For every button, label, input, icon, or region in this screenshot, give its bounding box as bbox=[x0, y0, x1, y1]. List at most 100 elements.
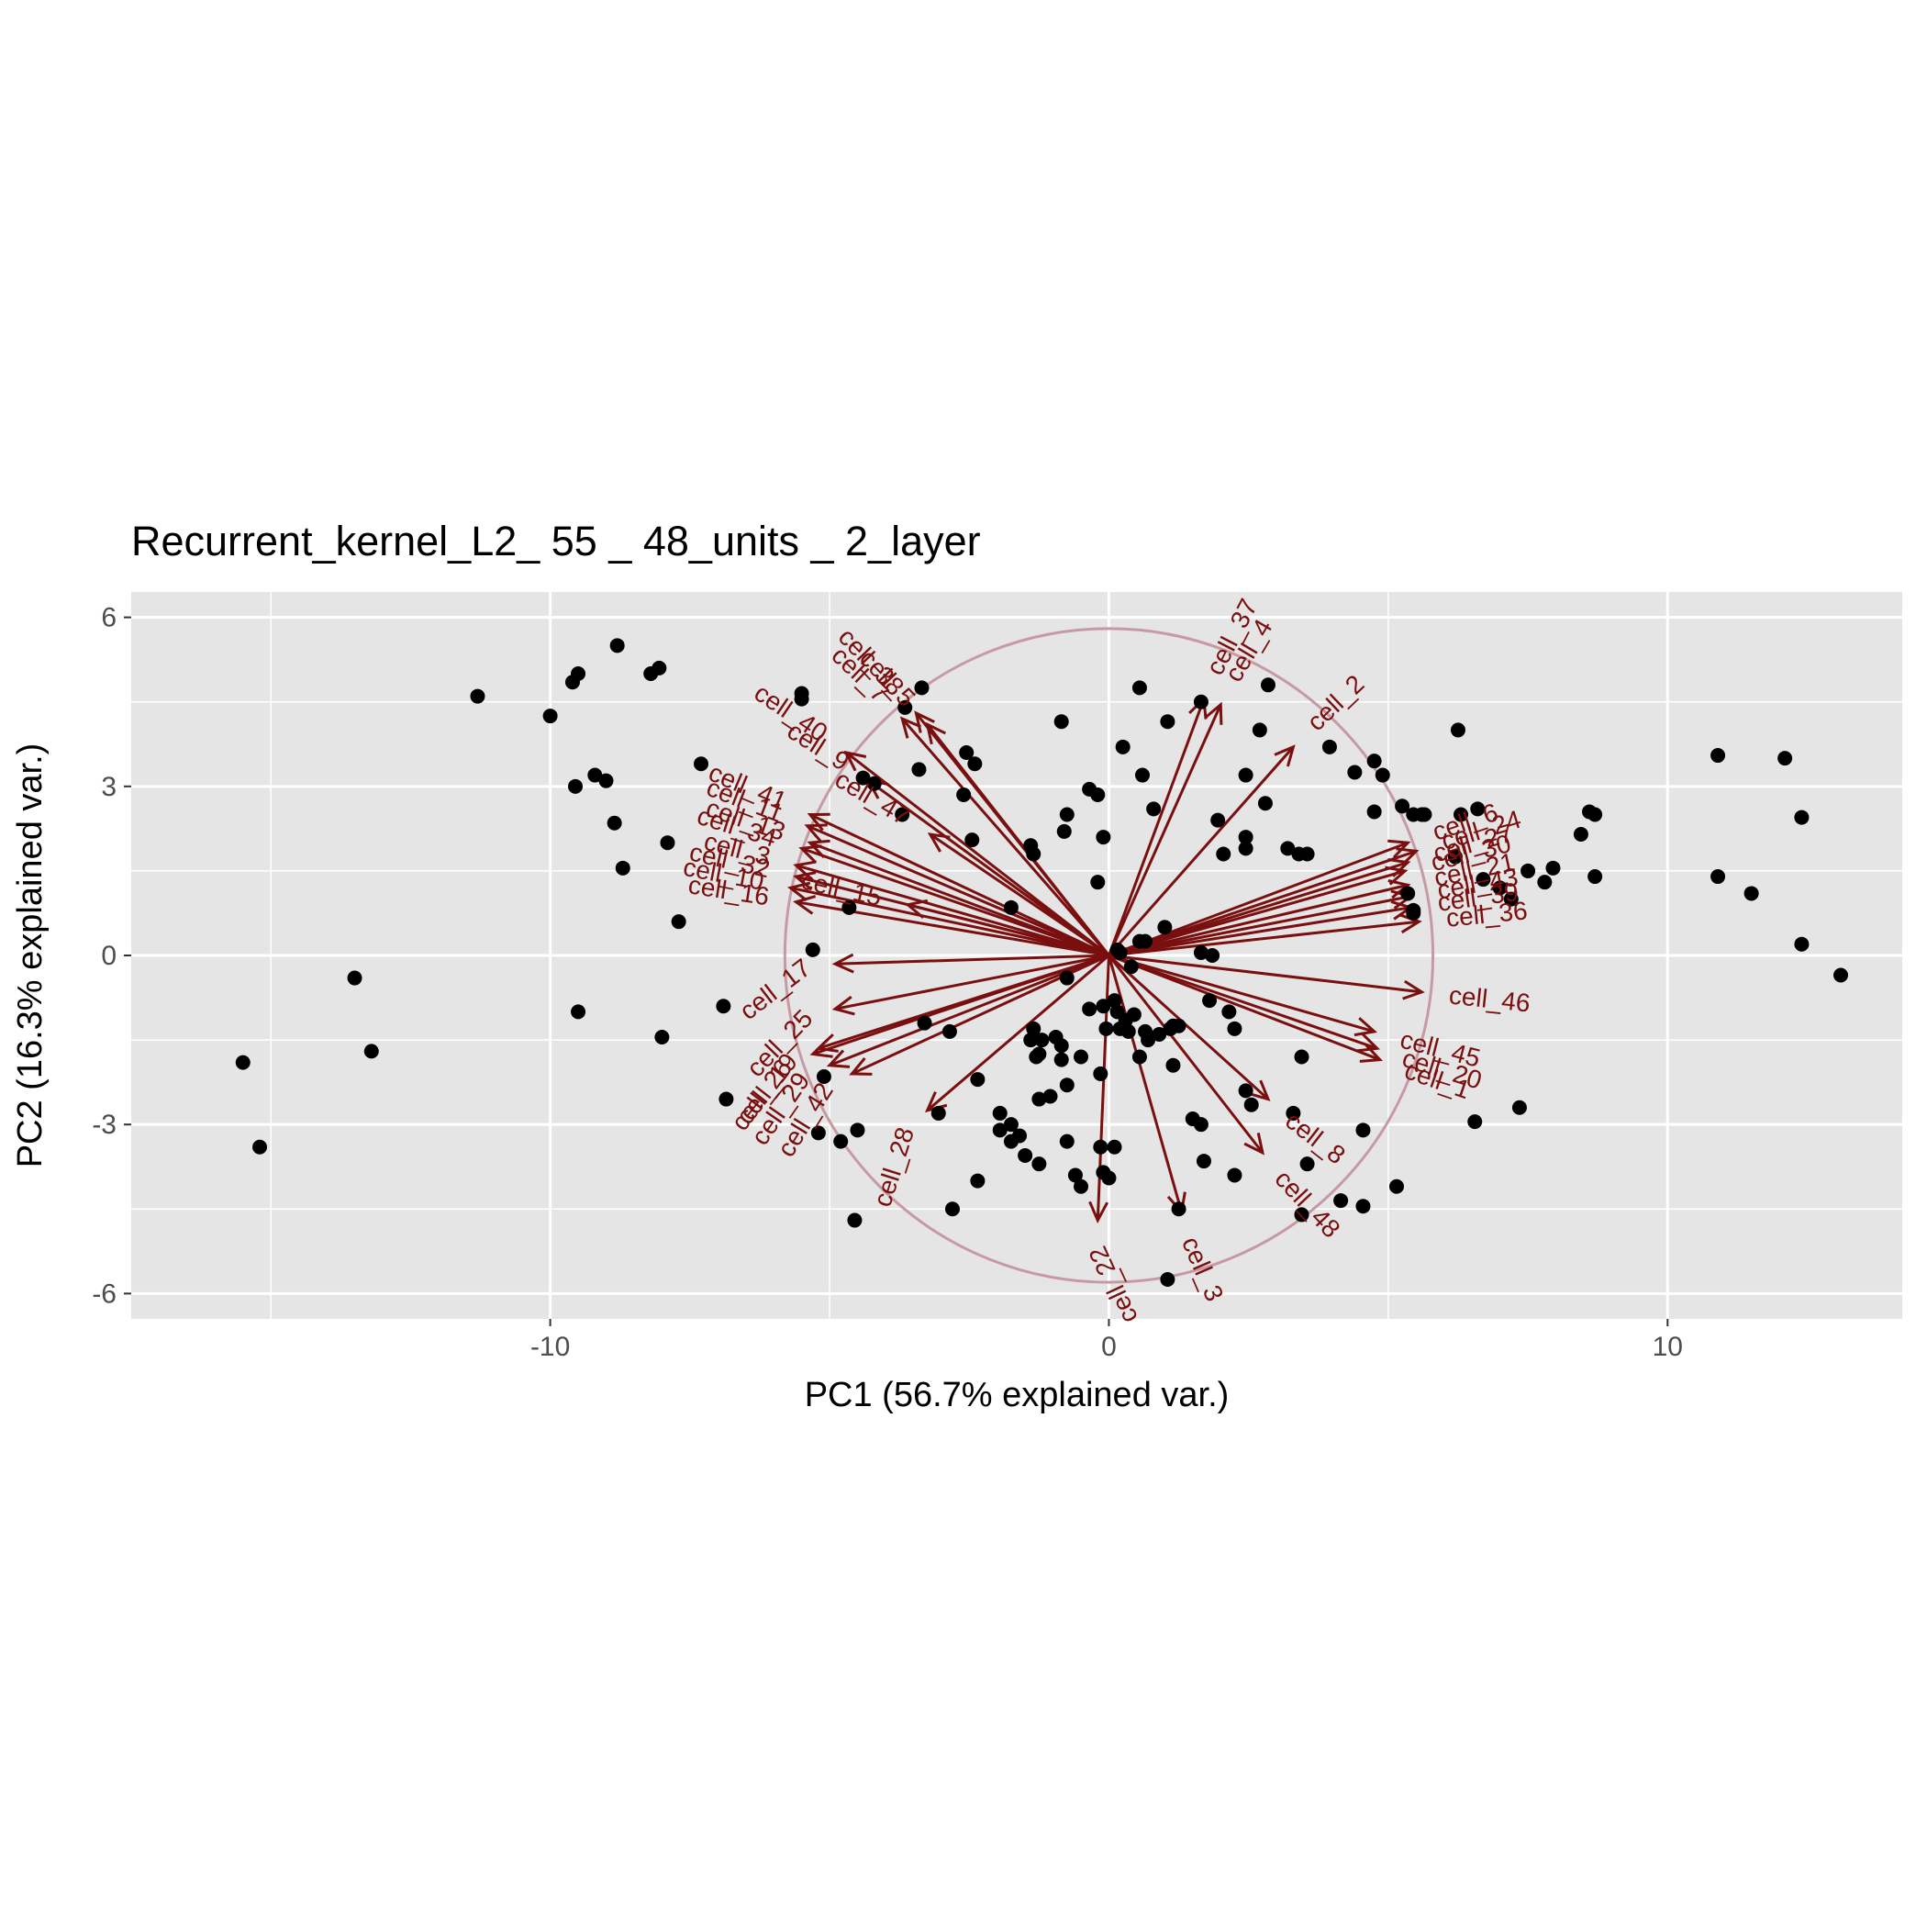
data-point bbox=[1503, 891, 1519, 907]
data-point bbox=[1447, 849, 1463, 865]
loading-arrowhead bbox=[843, 750, 867, 772]
data-point bbox=[1067, 1167, 1083, 1183]
data-point bbox=[816, 1069, 831, 1084]
data-point bbox=[1112, 944, 1128, 960]
data-point bbox=[1375, 767, 1390, 783]
data-point bbox=[1238, 841, 1253, 856]
data-point bbox=[1252, 722, 1267, 738]
data-point bbox=[1710, 869, 1726, 885]
data-point bbox=[1090, 875, 1106, 890]
data-point bbox=[1146, 801, 1162, 817]
data-point bbox=[1492, 880, 1508, 896]
loading-arrow bbox=[926, 954, 1110, 1111]
loading-arrow bbox=[1108, 849, 1417, 957]
loading-arrowhead bbox=[1399, 913, 1422, 934]
loading-arrowhead bbox=[815, 1033, 839, 1053]
y-tick-label: 6 bbox=[101, 603, 117, 633]
data-point bbox=[1090, 787, 1106, 803]
data-point bbox=[1171, 1201, 1186, 1217]
loading-arrow bbox=[790, 886, 1109, 957]
data-point bbox=[1395, 798, 1410, 814]
data-point bbox=[917, 1015, 932, 1031]
loading-arrow bbox=[818, 954, 1109, 1050]
data-point bbox=[1389, 1178, 1405, 1194]
loading-arrowhead bbox=[831, 953, 854, 974]
data-point bbox=[1126, 1007, 1142, 1022]
data-point bbox=[805, 942, 820, 957]
data-point bbox=[970, 1173, 986, 1189]
data-point bbox=[1470, 801, 1486, 817]
loading-arrowhead bbox=[1385, 865, 1409, 886]
data-point bbox=[897, 699, 913, 715]
data-point bbox=[944, 1201, 960, 1217]
data-point bbox=[1026, 1021, 1041, 1036]
data-point bbox=[571, 1004, 586, 1020]
data-point bbox=[1165, 1057, 1181, 1073]
data-point bbox=[1031, 1046, 1047, 1062]
loading-arrow bbox=[901, 718, 1110, 956]
loading-arrowhead bbox=[1402, 979, 1425, 1000]
data-point bbox=[1012, 1128, 1028, 1144]
data-point bbox=[967, 756, 983, 772]
data-point bbox=[1794, 810, 1810, 825]
data-point bbox=[1074, 1178, 1089, 1194]
y-axis-title: PC2 (16.3% explained var.) bbox=[11, 743, 50, 1168]
data-point bbox=[1059, 807, 1075, 822]
data-point bbox=[363, 1044, 379, 1059]
data-point bbox=[609, 638, 625, 653]
loading-arrow bbox=[1108, 745, 1295, 956]
data-point bbox=[914, 680, 930, 696]
loading-arrowhead bbox=[1356, 1033, 1380, 1053]
data-point bbox=[1406, 902, 1421, 918]
data-point bbox=[1082, 1001, 1097, 1017]
data-point bbox=[1511, 1100, 1527, 1115]
data-point bbox=[841, 899, 857, 915]
loading-arrowhead bbox=[849, 1056, 873, 1076]
loading-arrowhead bbox=[925, 721, 947, 745]
data-point bbox=[1152, 1026, 1167, 1042]
data-point bbox=[1059, 970, 1075, 986]
data-point bbox=[1115, 739, 1131, 754]
data-point bbox=[1355, 1199, 1371, 1214]
loading-arrowhead bbox=[899, 716, 922, 739]
data-point bbox=[847, 1212, 863, 1228]
data-point bbox=[1573, 827, 1588, 842]
data-point bbox=[1243, 1097, 1259, 1112]
loading-arrow bbox=[929, 832, 1110, 957]
data-point bbox=[1467, 1114, 1483, 1130]
axis-ticks: -10 0 10 -6 -3 0 3 6 bbox=[92, 603, 1683, 1362]
data-point bbox=[571, 666, 586, 682]
data-point bbox=[1093, 1066, 1108, 1081]
data-point bbox=[1053, 1038, 1069, 1054]
data-point bbox=[1131, 1049, 1147, 1065]
data-point bbox=[970, 1072, 986, 1088]
data-point bbox=[1202, 993, 1218, 1009]
data-point bbox=[1227, 1167, 1242, 1183]
loading-arrow bbox=[845, 751, 1110, 957]
loading-arrow bbox=[1108, 954, 1378, 1050]
loading-arrow bbox=[1108, 906, 1411, 957]
data-point bbox=[654, 1030, 670, 1045]
data-point bbox=[598, 773, 614, 788]
chart-title: Recurrent_kernel_L2_ 55 _ 48_units _ 2_l… bbox=[131, 518, 981, 564]
data-point bbox=[1096, 999, 1111, 1014]
loading-arrowhead bbox=[1088, 1201, 1108, 1224]
data-point bbox=[1294, 1049, 1309, 1065]
y-tick-label: 3 bbox=[101, 772, 117, 802]
data-point bbox=[895, 807, 910, 822]
data-point bbox=[542, 709, 558, 724]
data-point bbox=[1034, 1033, 1050, 1048]
data-point bbox=[1074, 1049, 1089, 1065]
data-point bbox=[252, 1139, 268, 1155]
loading-arrow bbox=[1108, 883, 1409, 957]
loading-arrowhead bbox=[1387, 839, 1411, 859]
loading-arrowhead bbox=[1243, 1133, 1265, 1156]
loading-arrowhead bbox=[1248, 1079, 1271, 1101]
loading-arrowhead bbox=[1353, 1017, 1377, 1037]
data-point bbox=[1587, 869, 1603, 885]
data-point bbox=[1107, 993, 1122, 1009]
data-point bbox=[1196, 1154, 1211, 1169]
data-point bbox=[1026, 846, 1041, 862]
data-point bbox=[930, 1105, 946, 1121]
